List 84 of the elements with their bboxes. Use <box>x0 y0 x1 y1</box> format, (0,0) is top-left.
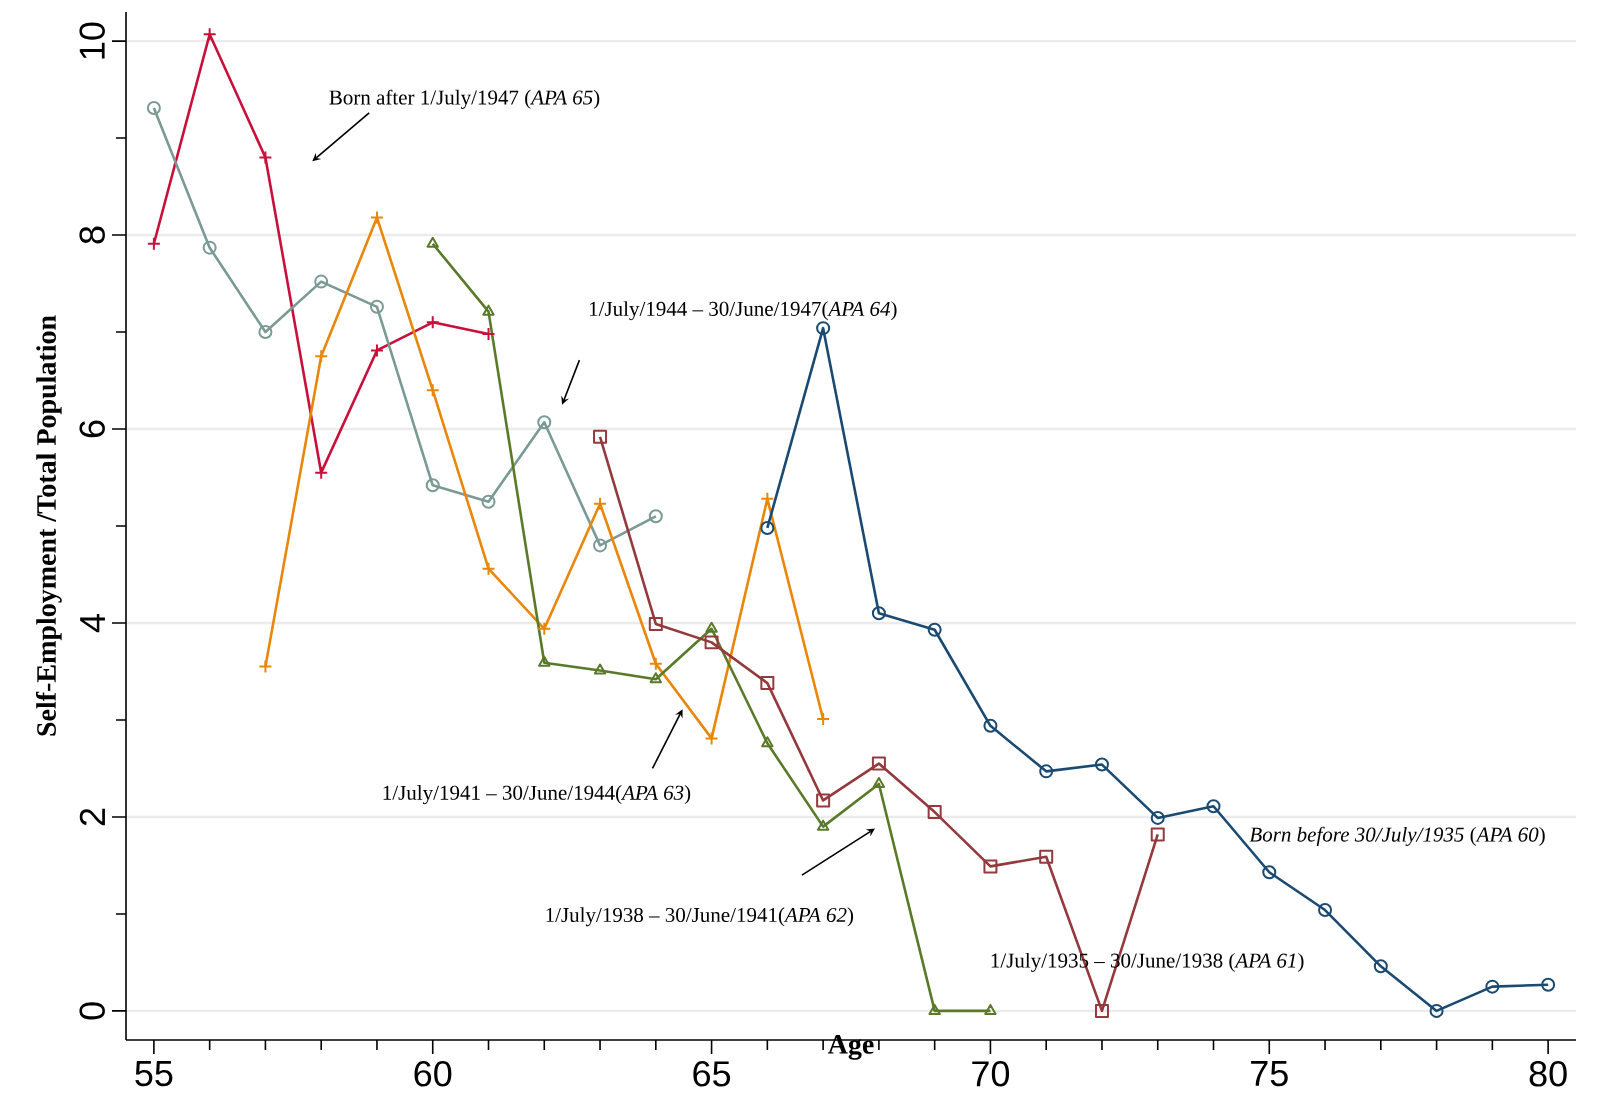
point <box>872 776 886 788</box>
point <box>1039 764 1054 779</box>
point <box>426 236 439 248</box>
point <box>314 465 329 480</box>
point <box>984 1003 997 1015</box>
point <box>983 718 998 733</box>
y-tick-label: 2 <box>79 808 105 826</box>
point <box>649 672 663 684</box>
point <box>314 349 329 364</box>
point <box>983 859 998 874</box>
point <box>538 655 551 667</box>
point <box>760 676 775 691</box>
point <box>1094 1003 1109 1018</box>
point <box>1429 1003 1444 1018</box>
point <box>871 606 886 621</box>
point <box>481 561 496 576</box>
point <box>1485 979 1500 994</box>
point <box>146 101 161 115</box>
point <box>816 711 831 726</box>
point <box>1150 827 1165 842</box>
point <box>1039 849 1054 864</box>
y-tick-label: 0 <box>79 1002 105 1020</box>
point <box>1318 903 1333 918</box>
annotation: Born before 30/July/1935 (APA 60) <box>1249 826 1545 846</box>
point <box>369 299 384 314</box>
annotation: Born after 1/July/1947 (APA 65) <box>329 89 600 109</box>
x-tick-label: 70 <box>972 1061 1010 1087</box>
point <box>146 236 161 251</box>
x-tick-label: 55 <box>135 1061 173 1087</box>
point <box>593 429 608 444</box>
point <box>258 659 273 674</box>
annotation: 1/July/1938 – 30/June/1941(APA 62) <box>546 907 854 927</box>
point <box>537 621 552 636</box>
point <box>481 494 496 509</box>
point <box>816 321 831 336</box>
point <box>258 325 273 340</box>
point <box>1206 799 1221 814</box>
annotation: 1/July/1941 – 30/June/1944(APA 63) <box>383 785 691 805</box>
point <box>704 635 719 650</box>
point <box>1094 757 1109 772</box>
point <box>871 756 886 771</box>
point <box>425 315 440 330</box>
point <box>202 240 217 255</box>
point <box>425 383 440 398</box>
x-tick-label: 60 <box>414 1061 452 1087</box>
point <box>202 27 217 42</box>
point <box>593 538 608 553</box>
point <box>369 343 384 358</box>
point <box>369 210 384 225</box>
point <box>425 478 440 493</box>
point <box>760 520 775 535</box>
y-tick-label: 4 <box>80 614 105 633</box>
point <box>705 621 718 633</box>
point <box>648 509 663 524</box>
point <box>761 736 774 748</box>
point <box>816 793 831 808</box>
y-axis-title: Self-Employment /Total Population <box>35 315 62 736</box>
x-tick-label: 65 <box>693 1061 731 1087</box>
point <box>927 805 942 820</box>
point <box>481 326 496 341</box>
annotation: 1/July/1944 – 30/June/1947(APA 64) <box>589 301 897 321</box>
point <box>258 150 273 165</box>
x-axis-title: Age <box>827 1035 874 1060</box>
point <box>314 274 329 289</box>
point <box>927 622 942 637</box>
point <box>593 496 608 511</box>
point <box>704 731 719 746</box>
x-tick-label: 80 <box>1529 1061 1567 1087</box>
point <box>648 616 663 631</box>
point <box>928 1003 941 1015</box>
point <box>537 415 552 430</box>
point <box>482 304 495 316</box>
y-tick-label: 6 <box>79 420 105 438</box>
point <box>593 663 607 675</box>
point <box>648 656 663 671</box>
x-tick-label: 75 <box>1251 1061 1288 1087</box>
point <box>1150 810 1165 825</box>
point <box>1373 959 1388 974</box>
y-tick-label: 8 <box>79 226 105 244</box>
point <box>816 819 830 831</box>
point <box>1541 977 1556 992</box>
point <box>1262 865 1277 880</box>
y-tick-label: 10 <box>79 22 105 59</box>
point <box>760 491 775 506</box>
